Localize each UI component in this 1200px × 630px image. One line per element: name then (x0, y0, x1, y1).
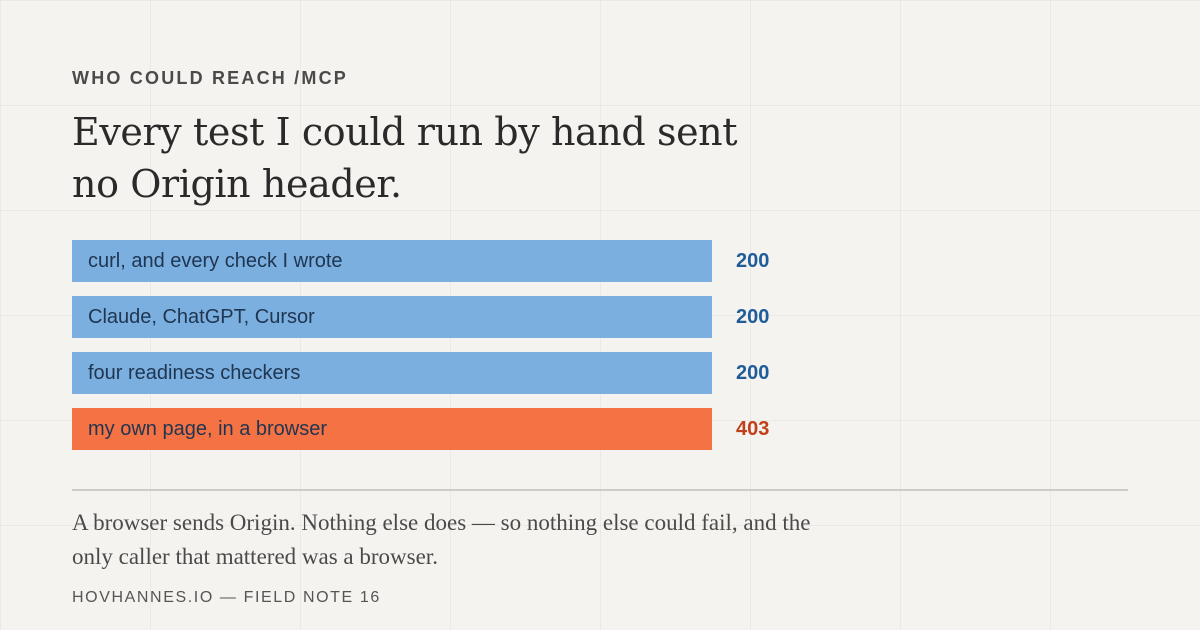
bar (72, 408, 712, 450)
bar-value-label: 200 (736, 306, 770, 328)
bar-label: my own page, in a browser (88, 418, 328, 440)
bar-value-label: 200 (736, 250, 770, 272)
bar (72, 296, 712, 338)
bar-row: my own page, in a browser 403 (72, 408, 832, 450)
bar-label: curl, and every check I wrote (88, 250, 343, 272)
status-bar-chart: curl, and every check I wrote 200 Claude, … (72, 240, 832, 452)
bar-label: Claude, ChatGPT, Cursor (88, 306, 315, 328)
bar (72, 352, 712, 394)
kicker: WHO COULD REACH /MCP (72, 68, 348, 88)
headline: Every test I could run by hand sent no O… (72, 110, 738, 206)
footer-credit: HOVHANNES.IO — FIELD NOTE 16 (72, 589, 381, 606)
bar-row: Claude, ChatGPT, Cursor 200 (72, 296, 832, 338)
divider (72, 489, 1128, 491)
bar-label: four readiness checkers (88, 362, 301, 384)
bar-row: curl, and every check I wrote 200 (72, 240, 832, 282)
bar (72, 240, 712, 282)
bar-value-label: 200 (736, 362, 770, 384)
bar-row: four readiness checkers 200 (72, 352, 832, 394)
caption: A browser sends Origin. Nothing else doe… (72, 510, 811, 569)
bar-value-label: 403 (736, 418, 770, 440)
